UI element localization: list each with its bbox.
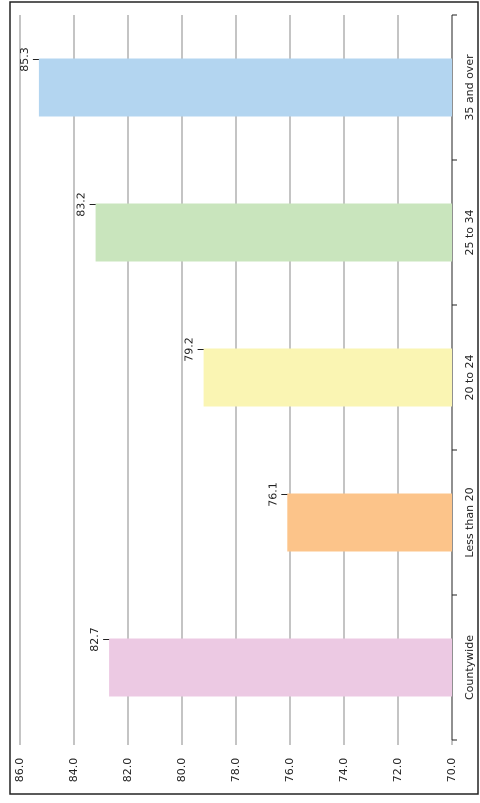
x-tick-label: Countywide <box>463 635 476 700</box>
bar <box>109 638 452 697</box>
frame <box>9 1 479 795</box>
y-tick-label: 80.0 <box>175 758 188 783</box>
y-tick-label: 74.0 <box>337 758 350 783</box>
data-label: 79.2 <box>183 337 196 362</box>
data-label: 76.1 <box>266 482 279 507</box>
x-tick-label: 20 to 24 <box>463 354 476 400</box>
bar <box>95 203 452 262</box>
y-tick-label: 70.0 <box>445 758 458 783</box>
data-label: 82.7 <box>88 627 101 652</box>
data-label: 85.3 <box>18 47 31 72</box>
bar <box>203 348 452 407</box>
bar <box>287 493 452 552</box>
y-tick-label: 84.0 <box>67 758 80 783</box>
data-label: 83.2 <box>75 192 88 217</box>
y-tick-label: 76.0 <box>283 758 296 783</box>
y-tick-label: 78.0 <box>229 758 242 783</box>
x-tick-label: 25 to 34 <box>463 209 476 255</box>
y-tick-label: 72.0 <box>391 758 404 783</box>
y-tick-label: 82.0 <box>121 758 134 783</box>
x-tick-label: Less than 20 <box>463 487 476 557</box>
x-tick-label: 35 and over <box>463 54 476 121</box>
bar <box>38 58 453 117</box>
y-tick-label: 86.0 <box>13 758 26 783</box>
